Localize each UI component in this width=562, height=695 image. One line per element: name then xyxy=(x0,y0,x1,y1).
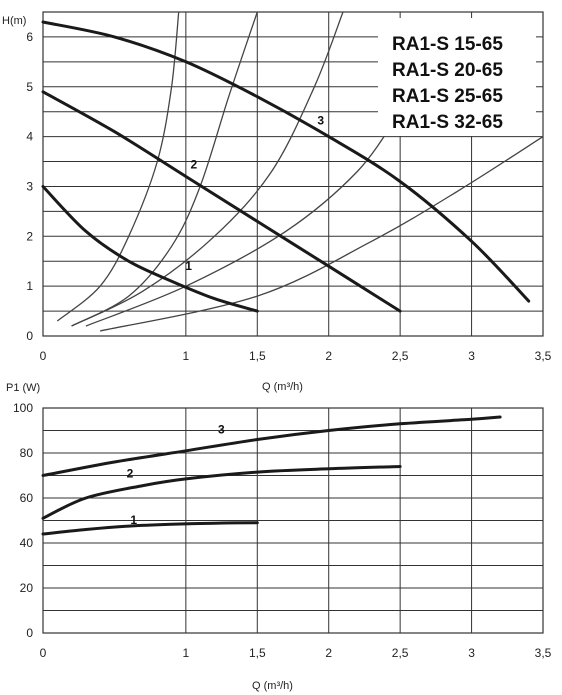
head-x-axis-label: Q (m³/h) xyxy=(262,381,303,393)
x-tick-label: 1,5 xyxy=(249,646,266,660)
y-tick-label: 0 xyxy=(26,626,33,640)
power-chart-grid xyxy=(43,408,543,633)
curve-label-2: 2 xyxy=(127,467,134,481)
y-tick-label: 80 xyxy=(20,446,34,460)
head-x-tick-labels: 0 1 1,5 2 2,5 3 3,5 xyxy=(40,349,552,363)
power-y-axis-label: P1 (W) xyxy=(6,382,40,394)
y-tick-label: 4 xyxy=(26,130,33,144)
x-tick-label: 3 xyxy=(468,349,475,363)
power-curve-labels: 1 2 3 xyxy=(127,423,225,528)
x-tick-label: 1 xyxy=(183,646,190,660)
model-label-1: RA1-S 15-65 xyxy=(392,34,503,55)
model-legend-box xyxy=(378,18,536,136)
x-tick-label: 3,5 xyxy=(535,349,552,363)
x-tick-label: 0 xyxy=(40,646,47,660)
head-y-axis-label: H(m) xyxy=(2,15,26,27)
x-tick-label: 3 xyxy=(468,646,475,660)
y-tick-label: 20 xyxy=(20,581,34,595)
x-tick-label: 1,5 xyxy=(249,349,266,363)
system-curve xyxy=(85,111,401,327)
x-tick-label: 2,5 xyxy=(392,349,409,363)
x-tick-label: 1 xyxy=(183,349,190,363)
y-tick-label: 2 xyxy=(26,229,33,243)
power-chart: 0 1 1,5 2 2,5 3 3,5 0 20 40 60 80 100 1 2 3 P1 (W) Q … xyxy=(6,382,552,692)
x-tick-label: 2,5 xyxy=(392,646,409,660)
curve-3 xyxy=(41,20,531,303)
y-tick-label: 5 xyxy=(26,80,33,94)
head-chart: 0 1 1,5 2 2,5 3 3,5 0 1 2 3 4 5 6 1 2 3 RA1-S 15-65 RA… xyxy=(2,11,552,393)
model-label-2: RA1-S 20-65 xyxy=(392,60,503,81)
head-chart-grid xyxy=(43,12,543,336)
curve-2 xyxy=(41,465,402,520)
head-y-tick-labels: 0 1 2 3 4 5 6 xyxy=(26,30,33,343)
head-curves xyxy=(41,20,531,313)
curve-3 xyxy=(41,415,502,477)
curve-label-3: 3 xyxy=(218,423,225,437)
power-x-axis-label: Q (m³/h) xyxy=(252,680,293,692)
x-tick-label: 2 xyxy=(325,349,332,363)
x-tick-label: 2 xyxy=(325,646,332,660)
system-curve xyxy=(56,11,180,322)
model-label-4: RA1-S 32-65 xyxy=(392,112,503,133)
system-curve xyxy=(99,136,544,332)
y-tick-label: 100 xyxy=(13,401,33,415)
y-tick-label: 3 xyxy=(26,179,33,193)
x-tick-label: 0 xyxy=(40,349,47,363)
curve-2 xyxy=(41,90,402,313)
y-tick-label: 40 xyxy=(20,536,34,550)
curve-1 xyxy=(41,185,259,313)
power-x-tick-labels: 0 1 1,5 2 2,5 3 3,5 xyxy=(40,646,552,660)
y-tick-label: 60 xyxy=(20,491,34,505)
x-tick-label: 3,5 xyxy=(535,646,552,660)
model-label-3: RA1-S 25-65 xyxy=(392,86,503,107)
system-curve xyxy=(71,11,344,327)
curve-label-1: 1 xyxy=(185,259,192,273)
power-curves xyxy=(41,415,502,536)
y-tick-label: 6 xyxy=(26,30,33,44)
head-curve-labels: 1 2 3 xyxy=(185,114,324,274)
curve-1 xyxy=(41,521,259,536)
curve-label-3: 3 xyxy=(317,114,324,128)
curve-label-2: 2 xyxy=(191,157,198,171)
y-tick-label: 0 xyxy=(26,329,33,343)
y-tick-label: 1 xyxy=(26,279,33,293)
power-y-tick-labels: 0 20 40 60 80 100 xyxy=(13,401,33,640)
curve-label-1: 1 xyxy=(130,513,137,527)
